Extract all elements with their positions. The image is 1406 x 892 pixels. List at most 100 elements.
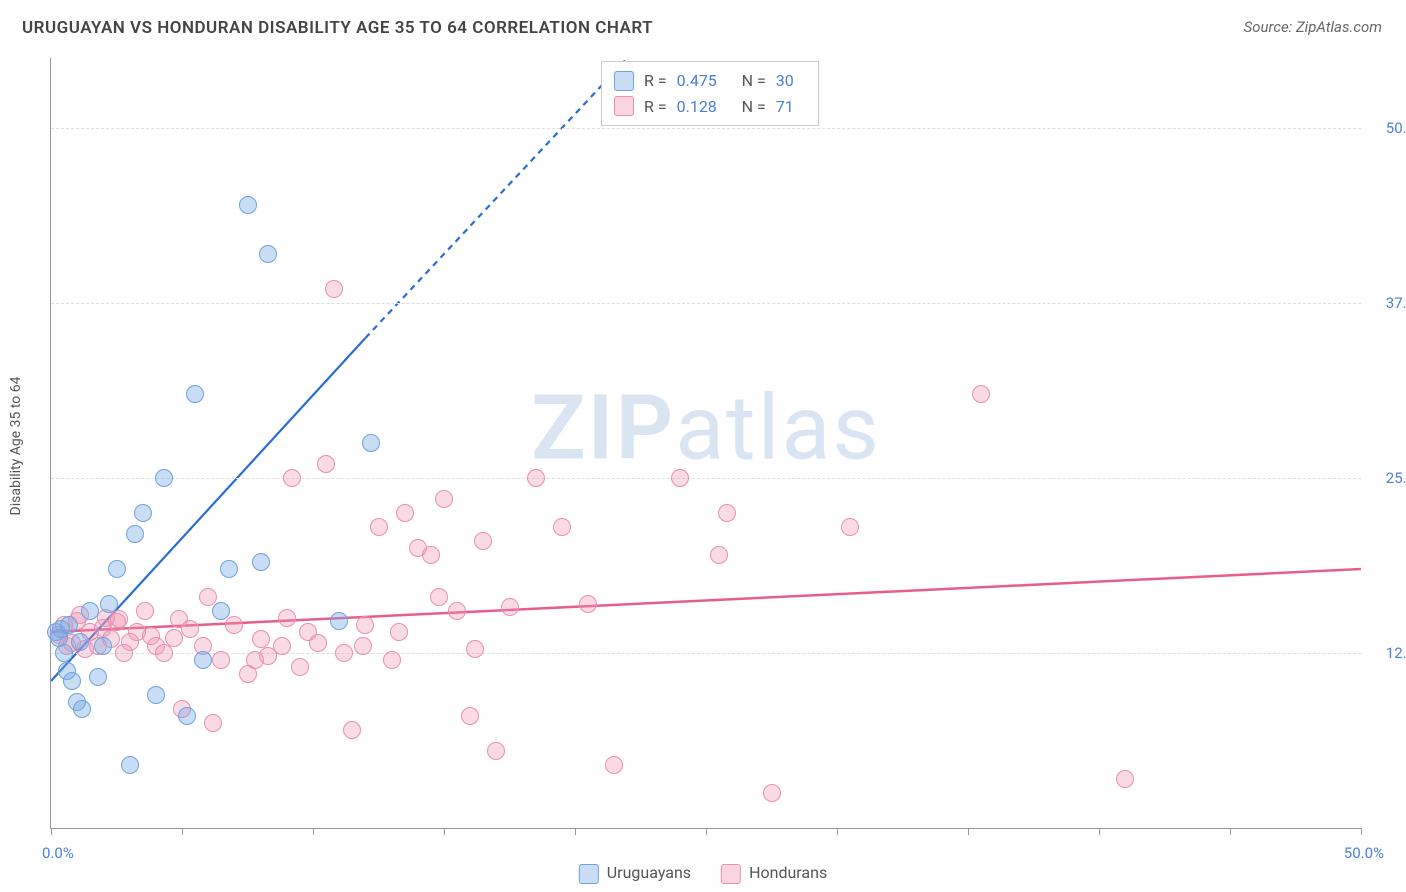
legend-swatch [614,96,634,116]
scatter-point [335,644,353,662]
scatter-point [63,672,81,690]
scatter-point [108,560,126,578]
r-label: R = [644,68,667,94]
scatter-point [147,686,165,704]
chart-title: URUGUAYAN VS HONDURAN DISABILITY AGE 35 … [22,18,653,38]
source-prefix: Source: [1244,18,1296,36]
scatter-point [354,637,372,655]
scatter-point [390,623,408,641]
x-tick [1361,828,1362,835]
gridline [51,478,1361,479]
scatter-point [110,610,128,628]
scatter-point [273,637,291,655]
x-tick [1230,828,1231,835]
scatter-point [972,385,990,403]
legend-swatch [614,71,634,91]
series-label: Uruguayans [607,863,691,882]
scatter-point [671,469,689,487]
trend-lines-layer [51,58,1361,828]
r-label: R = [644,94,667,120]
x-tick [575,828,576,835]
x-tick [968,828,969,835]
y-tick-label: 25.0% [1366,469,1406,487]
y-tick-label: 12.5% [1366,644,1406,662]
x-tick [51,828,52,835]
source-label: Source: ZipAtlas.com [1244,18,1382,36]
scatter-point [383,651,401,669]
x-tick [182,828,183,835]
scatter-point [474,532,492,550]
series-legend-item: Hondurans [721,863,827,884]
scatter-point [317,455,335,473]
scatter-point [356,616,374,634]
scatter-point [252,630,270,648]
scatter-point [60,616,78,634]
r-value: 0.128 [677,94,732,120]
scatter-point [186,385,204,403]
scatter-point [81,602,99,620]
n-value: 71 [776,94,806,120]
series-legend: Uruguayans Hondurans [579,863,827,884]
scatter-point [396,504,414,522]
scatter-point [553,518,571,536]
scatter-point [225,616,243,634]
scatter-point [212,602,230,620]
scatter-point [239,196,257,214]
scatter-point [212,651,230,669]
gridline [51,128,1361,129]
x-axis-min-label: 0.0% [42,844,74,862]
scatter-point [1116,770,1134,788]
scatter-point [435,490,453,508]
y-tick-label: 50.0% [1366,119,1406,137]
scatter-point [763,784,781,802]
legend-swatch [721,864,741,884]
source-name: ZipAtlas.com [1296,18,1382,36]
y-tick-label: 37.5% [1366,294,1406,312]
scatter-point [155,469,173,487]
n-label: N = [742,94,766,120]
scatter-point [430,588,448,606]
scatter-point [100,595,118,613]
scatter-point [448,602,466,620]
correlation-legend-row: R = 0.128 N = 71 [614,94,806,120]
scatter-point [94,637,112,655]
scatter-point [343,721,361,739]
scatter-point [170,610,188,628]
correlation-legend-row: R = 0.475 N = 30 [614,68,806,94]
gridline [51,303,1361,304]
n-label: N = [742,68,766,94]
x-tick [444,828,445,835]
x-tick [313,828,314,835]
scatter-point [246,651,264,669]
plot-area: ZIPatlas R =0.475N =30R =0.128N =71 12.5… [50,58,1361,829]
scatter-point [422,546,440,564]
scatter-point [278,609,296,627]
scatter-point [605,756,623,774]
scatter-point [121,756,139,774]
scatter-point [362,434,380,452]
scatter-point [325,280,343,298]
x-tick [837,828,838,835]
scatter-point [710,546,728,564]
scatter-point [73,700,91,718]
r-value: 0.475 [677,68,732,94]
scatter-point [252,553,270,571]
scatter-point [134,504,152,522]
scatter-point [466,640,484,658]
scatter-point [220,560,238,578]
legend-swatch [579,864,599,884]
trend-line [51,569,1361,632]
x-tick [1099,828,1100,835]
scatter-point [487,742,505,760]
scatter-point [283,469,301,487]
scatter-point [126,525,144,543]
scatter-point [71,633,89,651]
scatter-point [718,504,736,522]
scatter-point [841,518,859,536]
n-value: 30 [776,68,806,94]
scatter-point [142,627,160,645]
scatter-point [194,651,212,669]
series-legend-item: Uruguayans [579,863,691,884]
watermark-zip: ZIP [531,375,675,480]
scatter-point [55,644,73,662]
